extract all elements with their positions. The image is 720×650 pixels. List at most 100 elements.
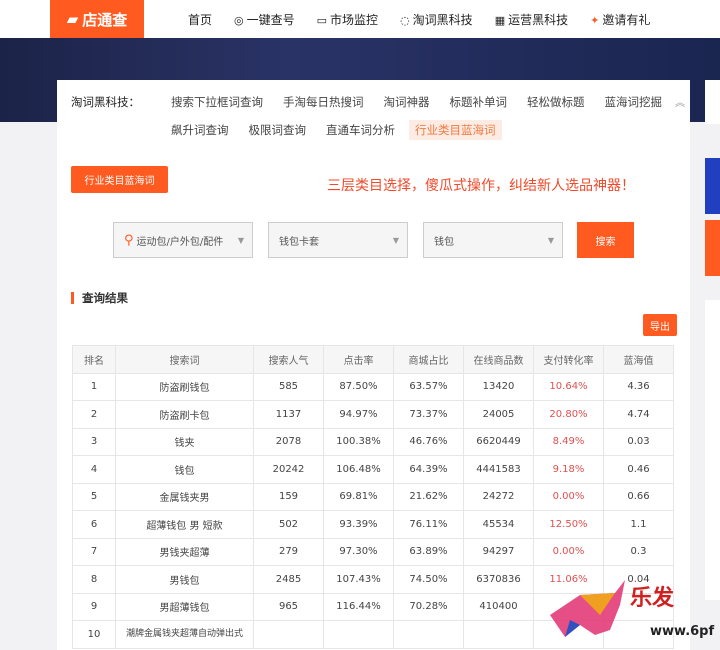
- table-row: 5 金属钱夹男 159 69.81% 21.62% 24272 0.00% 0.66: [72, 482, 674, 511]
- chevron-down-icon: ▼: [547, 235, 554, 245]
- table-cell: 9: [72, 592, 116, 621]
- nav-market-monitor[interactable]: ▭ 市场监控: [316, 12, 379, 27]
- tool-link[interactable]: 蓝海词挖掘: [604, 95, 663, 109]
- table-cell: 106.48%: [323, 455, 394, 484]
- table-cell: 21.62%: [393, 482, 464, 511]
- table-cell: 男钱夹超薄: [115, 537, 254, 566]
- table-cell: 116.44%: [323, 592, 394, 621]
- table-cell: 74.50%: [393, 565, 464, 594]
- tool-links: 搜索下拉框词查询 手淘每日热搜词 淘词神器 标题补单词 轻松做标题 蓝海词挖掘 …: [165, 92, 685, 140]
- category-select-1[interactable]: ⚲ 运动包/户外包/配件 ▼: [113, 222, 253, 258]
- table-cell: 502: [253, 510, 324, 539]
- logo[interactable]: ▰ 店通查: [50, 0, 144, 38]
- table-cell: 4441583: [463, 455, 534, 484]
- table-cell: 70.28%: [393, 592, 464, 621]
- table-cell: 9.18%: [533, 455, 604, 484]
- nav-operation-tech[interactable]: ▦ 运营黑科技: [494, 12, 569, 27]
- tool-link[interactable]: 手淘每日热搜词: [283, 95, 364, 109]
- table-cell: 20242: [253, 455, 324, 484]
- table-cell: 男超薄钱包: [115, 592, 254, 621]
- table-cell: 73.37%: [393, 400, 464, 429]
- table-cell: 107.43%: [323, 565, 394, 594]
- nav-one-click-check[interactable]: ◎ 一键查号: [234, 12, 295, 27]
- table-cell: 5: [72, 482, 116, 511]
- side-promo-blue[interactable]: [705, 158, 720, 214]
- table-cell: 24272: [463, 482, 534, 511]
- shop-icon: ▰: [66, 10, 79, 28]
- table-cell: 94.97%: [323, 400, 394, 429]
- grid-icon: ▦: [494, 13, 506, 27]
- tool-link[interactable]: 极限词查询: [248, 123, 307, 137]
- table-cell: 4: [72, 455, 116, 484]
- search-button[interactable]: 搜索: [577, 222, 634, 258]
- category-select-2[interactable]: 钱包卡套 ▼: [268, 222, 408, 258]
- chevron-down-icon: ▼: [237, 235, 244, 245]
- tool-link[interactable]: 标题补单词: [449, 95, 508, 109]
- results-title: 查询结果: [71, 292, 128, 304]
- table-cell: [393, 620, 464, 649]
- tool-card: 淘词黑科技： 搜索下拉框词查询 手淘每日热搜词 淘词神器 标题补单词 轻松做标题…: [57, 80, 690, 650]
- table-cell: 965: [253, 592, 324, 621]
- nav-invite[interactable]: ✦ 邀请有礼: [590, 12, 651, 27]
- table-cell: 100.38%: [323, 427, 394, 456]
- table-cell: 男钱包: [115, 565, 254, 594]
- right-sidebar: [705, 80, 720, 650]
- chevron-down-icon: ▼: [392, 235, 399, 245]
- column-header: 点击率: [323, 345, 394, 374]
- table-cell: 1137: [253, 400, 324, 429]
- tools-label: 淘词黑科技：: [71, 95, 140, 109]
- main-nav: 首页 ◎ 一键查号 ▭ 市场监控 ◌ 淘词黑科技 ▦ 运营黑科技 ✦ 邀请有礼: [188, 0, 650, 38]
- table-cell: 4.36: [603, 372, 674, 401]
- table-row: 8 男钱包 2485 107.43% 74.50% 6370836 11.06% 0.04: [72, 565, 674, 594]
- tool-link[interactable]: 淘词神器: [383, 95, 430, 109]
- table-cell: 0.00%: [533, 537, 604, 566]
- table-cell: 20.80%: [533, 400, 604, 429]
- table-row: 6 超薄钱包 男 短款 502 93.39% 76.11% 45534 12.50% 1.1: [72, 510, 674, 539]
- collapse-chevron-icon[interactable]: ︽: [675, 98, 685, 109]
- table-cell: 4.74: [603, 400, 674, 429]
- table-cell: 13420: [463, 372, 534, 401]
- column-header: 在线商品数: [463, 345, 534, 374]
- table-cell: 1.1: [603, 510, 674, 539]
- tool-link[interactable]: 飙升词查询: [171, 123, 229, 137]
- monitor-icon: ▭: [316, 13, 328, 27]
- table-cell: 1: [72, 372, 116, 401]
- search-icon: ⚲: [124, 232, 134, 248]
- table-cell: 8: [72, 565, 116, 594]
- column-header: 搜索词: [115, 345, 254, 374]
- tool-link[interactable]: 直通车词分析: [326, 123, 395, 137]
- table-cell: 93.39%: [323, 510, 394, 539]
- watermark-logo: 乐发 www.6pf: [550, 580, 714, 639]
- table-cell: 2485: [253, 565, 324, 594]
- table-cell: 潮牌金属钱夹超薄自动弹出式: [115, 620, 254, 649]
- table-cell: 46.76%: [393, 427, 464, 456]
- category-tab-button[interactable]: 行业类目蓝海词: [71, 166, 168, 193]
- table-cell: 6: [72, 510, 116, 539]
- tool-link-active[interactable]: 行业类目蓝海词: [409, 120, 502, 140]
- tool-link[interactable]: 轻松做标题: [527, 95, 585, 109]
- nav-home[interactable]: 首页: [188, 12, 213, 27]
- table-cell: 63.57%: [393, 372, 464, 401]
- table-cell: 45534: [463, 510, 534, 539]
- table-cell: 64.39%: [393, 455, 464, 484]
- column-header: 排名: [72, 345, 116, 374]
- table-cell: 410400: [463, 592, 534, 621]
- table-cell: 97.30%: [323, 537, 394, 566]
- tool-link[interactable]: 搜索下拉框词查询: [171, 95, 263, 109]
- side-promo-orange[interactable]: [705, 220, 720, 276]
- table-cell: 钱夹: [115, 427, 254, 456]
- category-select-3[interactable]: 钱包 ▼: [423, 222, 563, 258]
- export-button[interactable]: 导出: [643, 314, 677, 336]
- table-cell: 69.81%: [323, 482, 394, 511]
- nav-keyword-tech[interactable]: ◌ 淘词黑科技: [400, 12, 473, 27]
- table-row: 2 防盗刷卡包 1137 94.97% 73.37% 24005 20.80% 4.74: [72, 400, 674, 429]
- table-cell: 6620449: [463, 427, 534, 456]
- table-cell: 12.50%: [533, 510, 604, 539]
- column-header: 商城占比: [393, 345, 464, 374]
- table-cell: 10.64%: [533, 372, 604, 401]
- table-cell: 11.06%: [533, 565, 604, 594]
- svg-text:www.6pf: www.6pf: [650, 624, 714, 639]
- column-header: 支付转化率: [533, 345, 604, 374]
- table-cell: 钱包: [115, 455, 254, 484]
- side-panel: [705, 80, 720, 124]
